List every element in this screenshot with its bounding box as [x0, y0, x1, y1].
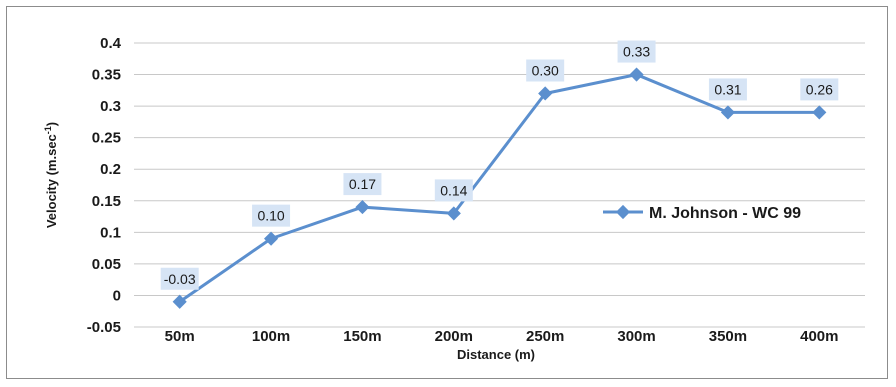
data-label: 0.14	[440, 182, 467, 198]
y-tick-label: 0	[113, 287, 121, 304]
x-axis-title: Distance (m)	[457, 347, 535, 362]
y-tick-label: 0.3	[100, 98, 121, 115]
y-axis-title-main: Velocity (m.sec	[44, 134, 59, 228]
chart-frame: 0.4 0.35 0.3 0.25 0.2 0.15 0.1 0.05 0 -0.05 50m 10…	[6, 6, 888, 379]
x-tick-label: 300m	[617, 328, 655, 345]
series-line	[178, 73, 820, 303]
data-points	[172, 67, 827, 309]
data-point-marker	[355, 200, 370, 215]
data-label-background	[526, 59, 565, 82]
x-tick-label: 400m	[800, 328, 838, 345]
y-axis-title: Velocity (m.sec-1)	[43, 122, 59, 228]
y-axis-title-close: )	[44, 122, 59, 126]
data-point-marker	[172, 294, 187, 309]
y-tick-label: -0.05	[87, 319, 121, 336]
data-point-marker	[263, 231, 279, 246]
x-tick-label: 200m	[435, 328, 473, 345]
data-label: 0.31	[714, 81, 741, 97]
data-point-marker	[812, 105, 827, 120]
y-tick-label: 0.25	[92, 130, 121, 147]
data-label: 0.26	[806, 81, 833, 97]
data-label-background	[800, 78, 839, 101]
data-labels: -0.03 0.10 0.17 0.14 0.30 0.33 0.31 0.26	[160, 40, 839, 290]
legend: M. Johnson - WC 99	[603, 204, 801, 222]
legend-marker	[615, 204, 631, 220]
data-label: 0.17	[349, 176, 376, 192]
data-point-marker	[538, 86, 553, 101]
data-label: -0.03	[164, 271, 196, 287]
data-label-background	[343, 173, 382, 196]
y-tick-label: 0.05	[92, 256, 121, 273]
legend-label: M. Johnson - WC 99	[649, 205, 801, 222]
data-label-background	[252, 204, 291, 227]
data-label: 0.10	[257, 208, 284, 224]
data-point-marker	[446, 206, 461, 221]
line-chart: 0.4 0.35 0.3 0.25 0.2 0.15 0.1 0.05 0 -0.05 50m 10…	[43, 35, 865, 362]
data-label-background	[434, 179, 473, 202]
y-tick-label: 0.15	[92, 193, 121, 210]
gridlines	[134, 42, 865, 328]
y-tick-label: 0.35	[92, 67, 121, 84]
x-tick-label: 250m	[526, 328, 564, 345]
y-tick-label: 0.1	[100, 224, 121, 241]
data-label: 0.33	[623, 44, 650, 60]
y-tick-label: 0.4	[100, 35, 122, 52]
data-label-background	[617, 40, 656, 63]
series-polyline	[178, 73, 820, 303]
y-tick-labels: 0.4 0.35 0.3 0.25 0.2 0.15 0.1 0.05 0 -0.05	[87, 35, 122, 336]
x-tick-label: 100m	[252, 328, 290, 345]
data-label-background	[708, 78, 747, 101]
data-point-marker	[720, 105, 736, 120]
data-label: 0.30	[532, 62, 559, 78]
y-tick-label: 0.2	[100, 161, 121, 178]
x-tick-label: 150m	[343, 328, 381, 345]
data-label-background	[160, 267, 199, 290]
x-tick-label: 350m	[709, 328, 747, 345]
x-tick-labels: 50m 100m 150m 200m 250m 300m 350m 400m	[165, 328, 839, 345]
y-axis-title-superscript: -1	[43, 126, 53, 134]
x-tick-label: 50m	[165, 328, 195, 345]
data-point-marker	[629, 67, 644, 82]
